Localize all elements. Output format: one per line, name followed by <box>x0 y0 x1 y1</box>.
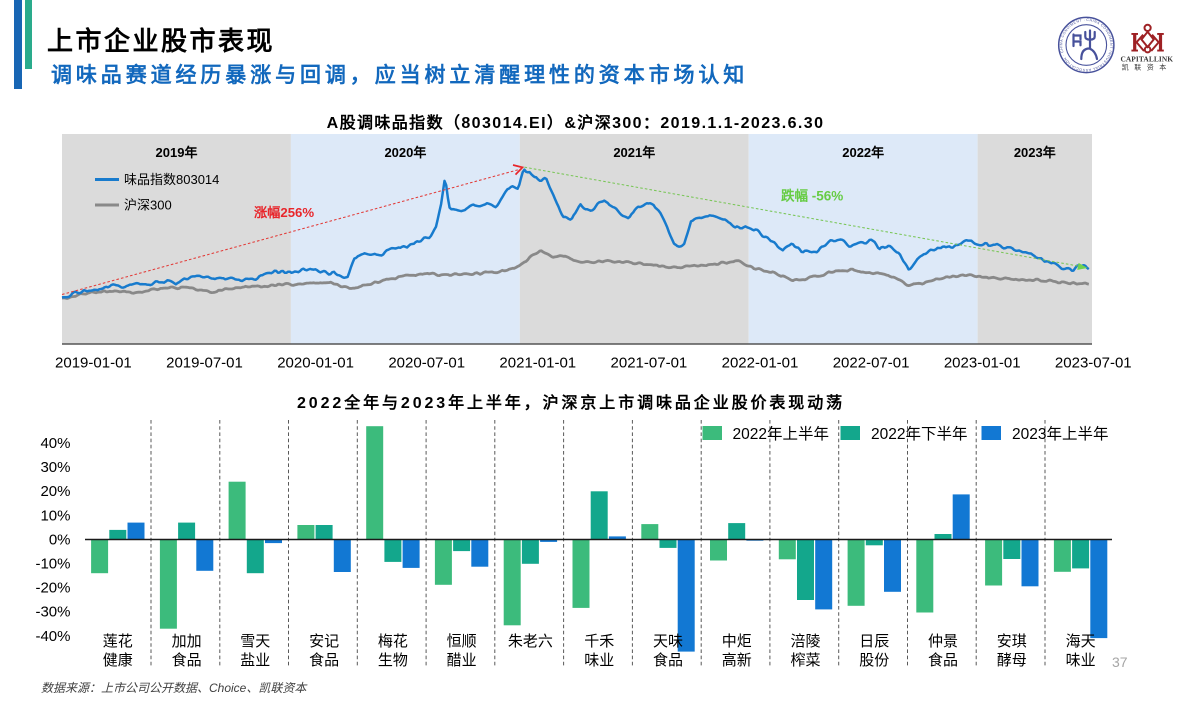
svg-text:涨幅256%: 涨幅256% <box>254 204 314 220</box>
svg-text:2022-01-01: 2022-01-01 <box>722 355 799 372</box>
svg-text:2022年下半年: 2022年下半年 <box>871 425 967 443</box>
svg-text:-10%: -10% <box>35 556 70 573</box>
svg-text:安记: 安记 <box>309 633 339 650</box>
svg-text:2019-07-01: 2019-07-01 <box>166 355 243 372</box>
svg-text:CHINA CONDIMENT INDUSTRIAL ASS: CHINA CONDIMENT INDUSTRIAL ASSOCIATION ·… <box>1059 18 1113 72</box>
svg-text:食品: 食品 <box>172 652 202 669</box>
svg-text:40%: 40% <box>40 435 70 452</box>
svg-text:跌幅 -56%: 跌幅 -56% <box>781 188 843 204</box>
svg-text:2023-07-01: 2023-07-01 <box>1055 355 1132 372</box>
svg-text:酵母: 酵母 <box>997 652 1027 669</box>
svg-text:海天: 海天 <box>1066 633 1096 650</box>
svg-text:沪深300: 沪深300 <box>124 198 172 213</box>
svg-text:-40%: -40% <box>35 628 70 645</box>
svg-text:2022年: 2022年 <box>842 145 884 160</box>
svg-text:涪陵: 涪陵 <box>790 633 820 650</box>
svg-text:2019-01-01: 2019-01-01 <box>55 355 132 372</box>
svg-text:雪天: 雪天 <box>240 633 270 650</box>
svg-text:2021-07-01: 2021-07-01 <box>611 355 688 372</box>
svg-text:2022-07-01: 2022-07-01 <box>833 355 910 372</box>
svg-text:2021-01-01: 2021-01-01 <box>499 355 576 372</box>
svg-text:朱老六: 朱老六 <box>508 633 553 650</box>
svg-text:30%: 30% <box>40 459 70 476</box>
svg-text:股份: 股份 <box>859 652 889 669</box>
svg-text:天味: 天味 <box>653 633 683 650</box>
svg-text:食品: 食品 <box>928 652 958 669</box>
svg-text:千禾: 千禾 <box>584 633 614 650</box>
svg-text:梅花: 梅花 <box>378 633 408 650</box>
svg-text:2023-01-01: 2023-01-01 <box>944 355 1021 372</box>
svg-text:中炬: 中炬 <box>722 633 752 650</box>
svg-text:仲景: 仲景 <box>928 633 958 650</box>
svg-text:安琪: 安琪 <box>997 633 1027 650</box>
svg-text:0%: 0% <box>49 531 71 548</box>
svg-text:2021年: 2021年 <box>613 145 655 160</box>
svg-text:盐业: 盐业 <box>240 652 270 669</box>
svg-text:10%: 10% <box>40 507 70 524</box>
svg-text:2020-07-01: 2020-07-01 <box>388 355 465 372</box>
svg-text:20%: 20% <box>40 483 70 500</box>
svg-text:醋业: 醋业 <box>447 652 477 669</box>
svg-text:莲花: 莲花 <box>103 633 133 650</box>
svg-text:榨菜: 榨菜 <box>790 651 820 669</box>
svg-text:凯联资本: 凯联资本 <box>1122 62 1172 71</box>
svg-text:味业: 味业 <box>584 652 614 669</box>
svg-text:2023年: 2023年 <box>1014 145 1056 160</box>
svg-text:食品: 食品 <box>653 652 683 669</box>
svg-text:健康: 健康 <box>103 652 133 669</box>
svg-text:日辰: 日辰 <box>859 633 889 650</box>
svg-text:2019年: 2019年 <box>156 145 198 160</box>
svg-text:生物: 生物 <box>378 652 408 669</box>
svg-text:CAPITALLINK: CAPITALLINK <box>1120 54 1173 63</box>
svg-text:2022年上半年: 2022年上半年 <box>733 425 829 443</box>
svg-text:加加: 加加 <box>172 633 202 650</box>
svg-text:食品: 食品 <box>309 652 339 669</box>
svg-text:2020-01-01: 2020-01-01 <box>277 355 354 372</box>
svg-text:味业: 味业 <box>1066 652 1096 669</box>
svg-text:恒顺: 恒顺 <box>447 633 477 650</box>
svg-text:味品指数803014: 味品指数803014 <box>124 172 219 187</box>
svg-text:高新: 高新 <box>722 652 752 669</box>
svg-text:-30%: -30% <box>35 604 70 621</box>
svg-text:2020年: 2020年 <box>384 145 426 160</box>
svg-text:-20%: -20% <box>35 580 70 597</box>
svg-text:2023年上半年: 2023年上半年 <box>1012 425 1108 443</box>
